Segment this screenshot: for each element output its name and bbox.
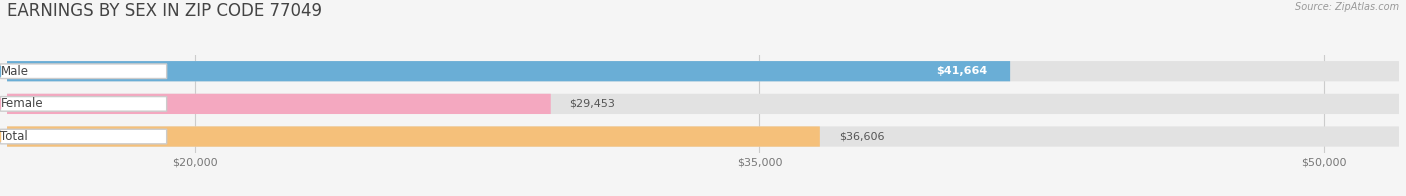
Text: $41,664: $41,664 xyxy=(936,66,987,76)
Text: $29,453: $29,453 xyxy=(569,99,616,109)
FancyBboxPatch shape xyxy=(0,97,167,111)
FancyBboxPatch shape xyxy=(7,126,1399,147)
FancyBboxPatch shape xyxy=(7,61,1399,81)
Text: Male: Male xyxy=(0,65,28,78)
FancyBboxPatch shape xyxy=(7,94,1399,114)
Text: Source: ZipAtlas.com: Source: ZipAtlas.com xyxy=(1295,2,1399,12)
Text: $36,606: $36,606 xyxy=(838,132,884,142)
Text: Female: Female xyxy=(0,97,44,110)
FancyBboxPatch shape xyxy=(0,129,167,144)
Text: EARNINGS BY SEX IN ZIP CODE 77049: EARNINGS BY SEX IN ZIP CODE 77049 xyxy=(7,2,322,20)
FancyBboxPatch shape xyxy=(7,126,820,147)
FancyBboxPatch shape xyxy=(0,64,167,79)
FancyBboxPatch shape xyxy=(7,94,551,114)
FancyBboxPatch shape xyxy=(7,61,1010,81)
Text: Total: Total xyxy=(0,130,28,143)
